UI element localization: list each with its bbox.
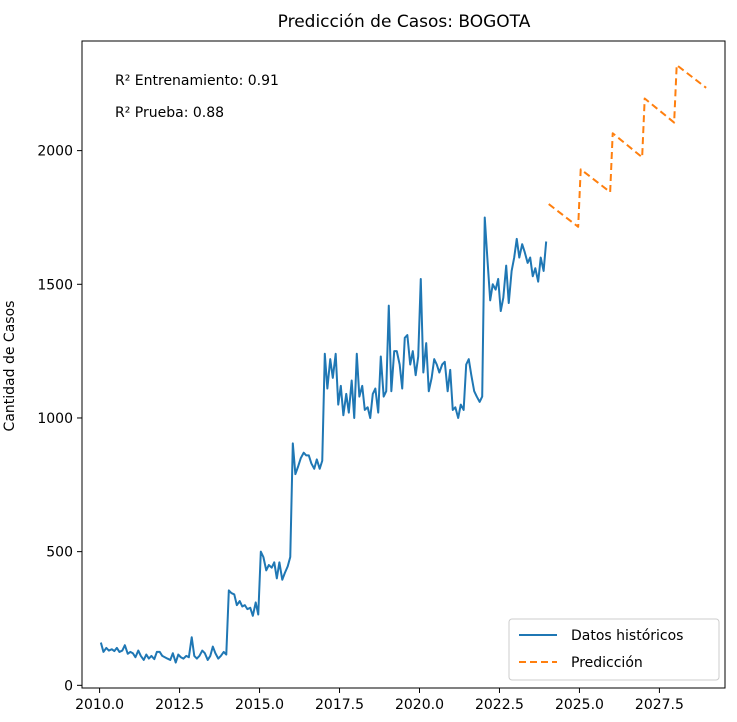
x-tick-label: 2025.0 — [555, 697, 604, 713]
y-tick-label: 0 — [64, 678, 73, 694]
x-tick-label: 2017.5 — [315, 697, 364, 713]
legend-box — [508, 618, 720, 681]
plot-lines — [99, 64, 707, 664]
historical-series-line — [99, 216, 548, 664]
y-tick-label: 500 — [46, 545, 73, 561]
y-tick-label: 1500 — [37, 277, 73, 293]
x-tick-label: 2010.0 — [75, 697, 124, 713]
axis-ticks: 2010.0 2012.5 2015.0 2017.5 2020.0 2022.5 2025… — [37, 144, 684, 713]
y-tick-label: 1000 — [37, 411, 73, 427]
y-tick-label: 2000 — [37, 144, 73, 160]
legend-historical-label: Datos históricos — [571, 628, 683, 644]
x-tick-label: 2020.0 — [395, 697, 444, 713]
legend-prediction-label: Predicción — [571, 655, 643, 671]
r2-test-annotation: R² Prueba: 0.88 — [115, 105, 224, 121]
x-tick-label: 2027.5 — [635, 697, 684, 713]
chart-title: Predicción de Casos: BOGOTA — [278, 12, 531, 32]
y-axis-title: Cantidad de Casos — [2, 301, 18, 432]
plot-area-frame — [81, 40, 726, 689]
x-tick-label: 2012.5 — [155, 697, 204, 713]
r2-training-annotation: R² Entrenamiento: 0.91 — [115, 73, 279, 89]
prediction-series-line — [548, 64, 707, 228]
x-tick-label: 2015.0 — [235, 697, 284, 713]
legend: Datos históricos Predicción — [508, 618, 720, 681]
x-tick-label: 2022.5 — [475, 697, 524, 713]
